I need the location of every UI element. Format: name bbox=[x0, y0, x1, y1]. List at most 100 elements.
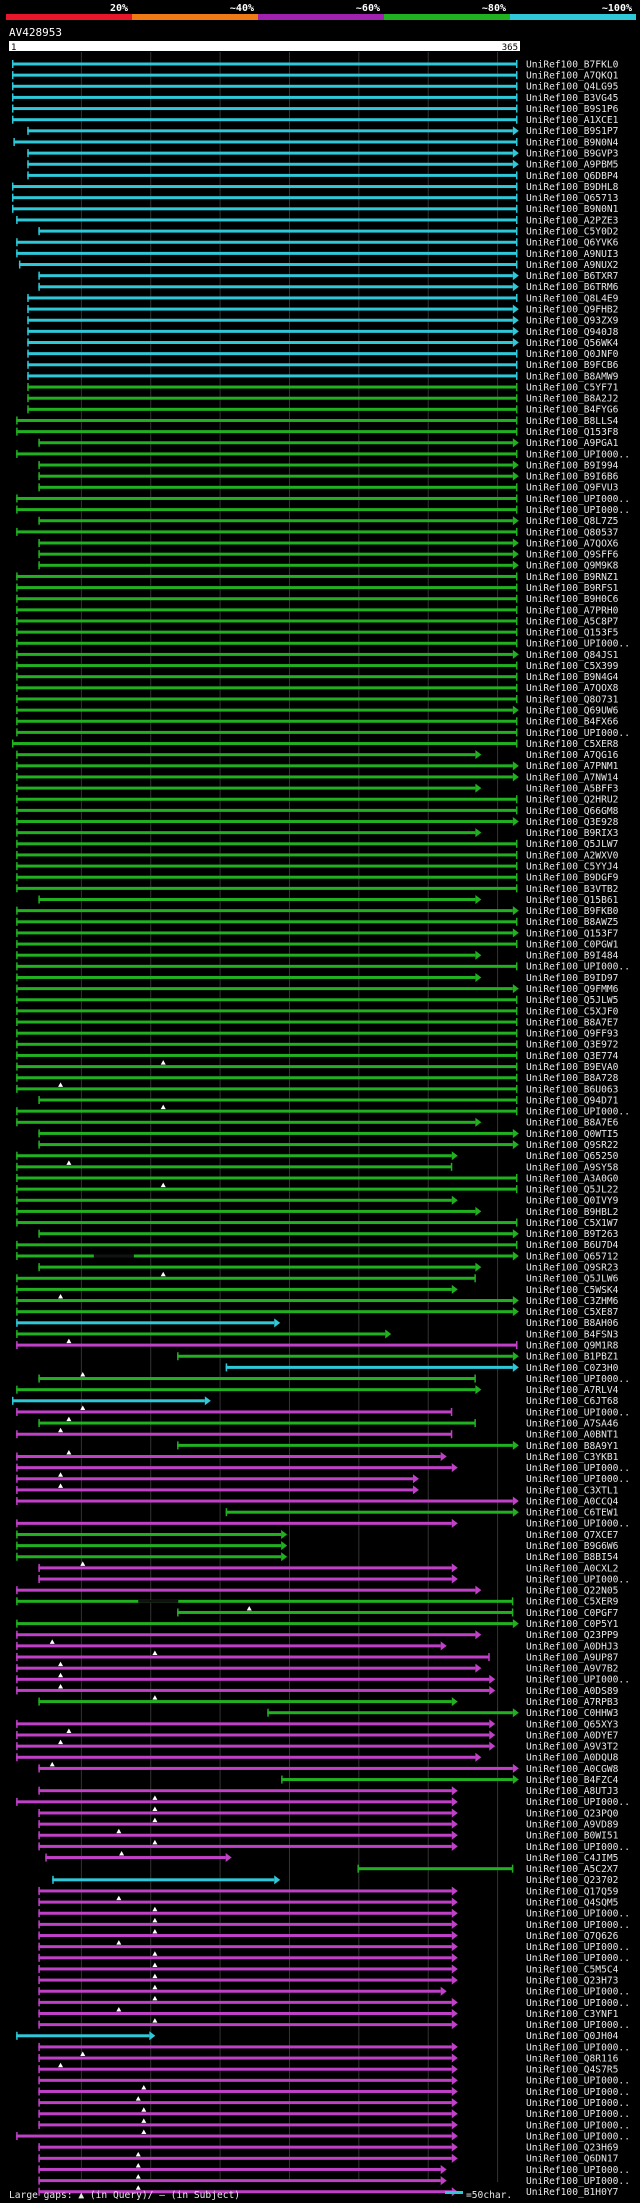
hit-row[interactable]: UniRef100_Q0WTI5 bbox=[38, 1129, 618, 1140]
hit-id-link[interactable]: UniRef100_B9N0N4 bbox=[526, 137, 619, 148]
hit-row[interactable]: UniRef100_A0CGW8 bbox=[38, 1761, 619, 1775]
hit-id-link[interactable]: UniRef100_Q153F7 bbox=[526, 928, 619, 939]
hit-id-link[interactable]: UniRef100_Q9SR22 bbox=[526, 1140, 618, 1151]
hit-row[interactable]: UniRef100_C5XE87 bbox=[16, 1307, 619, 1318]
hit-row[interactable]: UniRef100_UPI000.. bbox=[38, 1906, 630, 1920]
hit-row[interactable]: UniRef100_B9GVP3 bbox=[27, 149, 619, 160]
hit-id-link[interactable]: UniRef100_UPI000.. bbox=[526, 962, 630, 973]
hit-row[interactable]: UniRef100_Q15B61 bbox=[38, 895, 619, 906]
hit-row[interactable]: UniRef100_UPI000.. bbox=[16, 449, 630, 460]
hit-id-link[interactable]: UniRef100_A7RLV4 bbox=[526, 1385, 619, 1396]
hit-row[interactable]: UniRef100_Q22N05 bbox=[16, 1586, 618, 1597]
hit-row[interactable]: UniRef100_A9PGA1 bbox=[38, 438, 619, 449]
hit-row[interactable]: UniRef100_A8UTJ3 bbox=[38, 1786, 619, 1797]
hit-row[interactable]: UniRef100_A0CCQ4 bbox=[16, 1496, 619, 1507]
hit-row[interactable]: UniRef100_A5BFF3 bbox=[16, 784, 619, 795]
hit-row[interactable]: UniRef100_B8A7E7 bbox=[16, 1017, 619, 1028]
hit-id-link[interactable]: UniRef100_B3VG45 bbox=[526, 93, 618, 104]
hit-id-link[interactable]: UniRef100_UPI000.. bbox=[526, 1675, 630, 1686]
hit-id-link[interactable]: UniRef100_UPI000.. bbox=[526, 449, 630, 460]
hit-id-link[interactable]: UniRef100_B3VTB2 bbox=[526, 884, 618, 895]
hit-row[interactable]: UniRef100_A5C8P7 bbox=[16, 616, 619, 627]
hit-id-link[interactable]: UniRef100_A7PRH0 bbox=[526, 605, 619, 616]
hit-row[interactable]: UniRef100_Q80537 bbox=[16, 527, 619, 538]
hit-row[interactable]: UniRef100_B8A9Y1 bbox=[177, 1441, 619, 1452]
hit-id-link[interactable]: UniRef100_UPI000.. bbox=[526, 1998, 630, 2009]
hit-id-link[interactable]: UniRef100_Q65250 bbox=[526, 1151, 619, 1162]
hit-row[interactable]: UniRef100_B9FKB0 bbox=[16, 906, 619, 917]
hit-row[interactable]: UniRef100_B4FZC4 bbox=[281, 1775, 619, 1786]
hit-id-link[interactable]: UniRef100_C5M5C4 bbox=[526, 1964, 619, 1975]
hit-row[interactable]: UniRef100_A0DS89 bbox=[16, 1683, 619, 1697]
hit-id-link[interactable]: UniRef100_UPI000.. bbox=[526, 1909, 630, 1920]
hit-id-link[interactable]: UniRef100_B9DGF9 bbox=[526, 873, 619, 884]
hit-id-link[interactable]: UniRef100_C3YKB1 bbox=[526, 1452, 619, 1463]
hit-id-link[interactable]: UniRef100_B9ID97 bbox=[526, 973, 619, 984]
hit-row[interactable]: UniRef100_C5M5C4 bbox=[38, 1962, 619, 1975]
hit-row[interactable]: UniRef100_A0BNT1 bbox=[16, 1427, 619, 1441]
hit-row[interactable]: UniRef100_Q23H69 bbox=[38, 2143, 619, 2154]
hit-id-link[interactable]: UniRef100_B9G6W6 bbox=[526, 1541, 619, 1552]
hit-id-link[interactable]: UniRef100_UPI000.. bbox=[526, 1107, 630, 1118]
hit-id-link[interactable]: UniRef100_Q6YVK6 bbox=[526, 238, 619, 249]
hit-row[interactable]: UniRef100_UPI000.. bbox=[38, 1917, 630, 1931]
hit-id-link[interactable]: UniRef100_Q7Q626 bbox=[526, 1931, 619, 1942]
hit-row[interactable]: UniRef100_A7RLV4 bbox=[16, 1385, 619, 1396]
hit-row[interactable]: UniRef100_Q9SR22 bbox=[38, 1140, 618, 1151]
hit-row[interactable]: UniRef100_A1XCE1 bbox=[12, 115, 619, 126]
hit-id-link[interactable]: UniRef100_B9GVP3 bbox=[526, 149, 619, 160]
hit-id-link[interactable]: UniRef100_B4FYG6 bbox=[526, 405, 619, 416]
hit-row[interactable]: UniRef100_C5XER9 bbox=[16, 1597, 619, 1608]
hit-id-link[interactable]: UniRef100_C5X399 bbox=[526, 661, 619, 672]
hit-id-link[interactable]: UniRef100_A9NUX2 bbox=[526, 260, 618, 271]
hit-id-link[interactable]: UniRef100_UPI000.. bbox=[526, 2176, 630, 2187]
hit-row[interactable]: UniRef100_B9EVA0 bbox=[16, 1060, 619, 1073]
hit-id-link[interactable]: UniRef100_B9DHL8 bbox=[526, 182, 619, 193]
hit-row[interactable]: UniRef100_A7RPB3 bbox=[38, 1695, 619, 1708]
hit-row[interactable]: UniRef100_Q5JLW6 bbox=[16, 1271, 619, 1285]
hit-id-link[interactable]: UniRef100_A7QG16 bbox=[526, 750, 619, 761]
hit-row[interactable]: UniRef100_UPI000.. bbox=[38, 1372, 630, 1385]
hit-row[interactable]: UniRef100_B9N4G4 bbox=[16, 672, 619, 683]
hit-row[interactable]: UniRef100_B9S1P7 bbox=[27, 126, 619, 137]
hit-row[interactable]: UniRef100_Q0JNF0 bbox=[27, 349, 619, 360]
hit-row[interactable]: UniRef100_B8A728 bbox=[16, 1073, 619, 1084]
hit-row[interactable]: UniRef100_Q65712 bbox=[16, 1251, 618, 1262]
hit-row[interactable]: UniRef100_Q153F5 bbox=[16, 628, 618, 639]
hit-id-link[interactable]: UniRef100_UPI000.. bbox=[526, 2109, 630, 2120]
hit-id-link[interactable]: UniRef100_A9SY58 bbox=[526, 1162, 619, 1173]
hit-id-link[interactable]: UniRef100_Q9FF93 bbox=[526, 1029, 619, 1040]
hit-row[interactable]: UniRef100_B9I994 bbox=[38, 460, 619, 471]
hit-row[interactable]: UniRef100_B6TRM6 bbox=[38, 282, 619, 293]
hit-id-link[interactable]: UniRef100_Q0JNF0 bbox=[526, 349, 619, 360]
hit-id-link[interactable]: UniRef100_A5C8P7 bbox=[526, 616, 619, 627]
hit-row[interactable]: UniRef100_Q9M9K8 bbox=[38, 561, 619, 572]
hit-row[interactable]: UniRef100_C0Z3H0 bbox=[225, 1363, 619, 1374]
hit-id-link[interactable]: UniRef100_UPI000.. bbox=[526, 1942, 630, 1953]
hit-id-link[interactable]: UniRef100_Q9SFF6 bbox=[526, 550, 619, 561]
hit-id-link[interactable]: UniRef100_UPI000.. bbox=[526, 2087, 630, 2098]
hit-id-link[interactable]: UniRef100_B4FX66 bbox=[526, 717, 619, 728]
hit-row[interactable]: UniRef100_A7QG16 bbox=[16, 750, 619, 761]
hit-row[interactable]: UniRef100_Q94D71 bbox=[38, 1095, 619, 1106]
hit-id-link[interactable]: UniRef100_A7PNM1 bbox=[526, 761, 619, 772]
hit-id-link[interactable]: UniRef100_Q4S7R5 bbox=[526, 2065, 618, 2076]
hit-id-link[interactable]: UniRef100_Q9SR23 bbox=[526, 1263, 619, 1274]
hit-row[interactable]: UniRef100_UPI000.. bbox=[38, 2174, 630, 2187]
hit-row[interactable]: UniRef100_B9FCB6 bbox=[27, 360, 619, 371]
hit-id-link[interactable]: UniRef100_A3A0G0 bbox=[526, 1173, 619, 1184]
hit-row[interactable]: UniRef100_B0WI51 bbox=[38, 1828, 619, 1842]
hit-id-link[interactable]: UniRef100_A9UP87 bbox=[526, 1652, 619, 1663]
hit-row[interactable]: UniRef100_B1PBZ1 bbox=[177, 1352, 619, 1363]
hit-row[interactable]: UniRef100_C5YYJ4 bbox=[16, 861, 619, 872]
hit-id-link[interactable]: UniRef100_UPI000.. bbox=[526, 1407, 630, 1418]
hit-id-link[interactable]: UniRef100_Q94D71 bbox=[526, 1095, 619, 1106]
hit-id-link[interactable]: UniRef100_Q80537 bbox=[526, 527, 619, 538]
hit-row[interactable]: UniRef100_Q6YVK6 bbox=[16, 238, 619, 249]
hit-row[interactable]: UniRef100_UPI000.. bbox=[16, 1104, 630, 1118]
hit-row[interactable]: UniRef100_B9G6W6 bbox=[16, 1541, 619, 1552]
hit-row[interactable]: UniRef100_Q9FHB2 bbox=[27, 304, 618, 315]
hit-row[interactable]: UniRef100_Q93ZX9 bbox=[27, 316, 619, 327]
hit-row[interactable]: UniRef100_B6U7D4 bbox=[16, 1240, 619, 1251]
hit-id-link[interactable]: UniRef100_B0WI51 bbox=[526, 1831, 619, 1842]
